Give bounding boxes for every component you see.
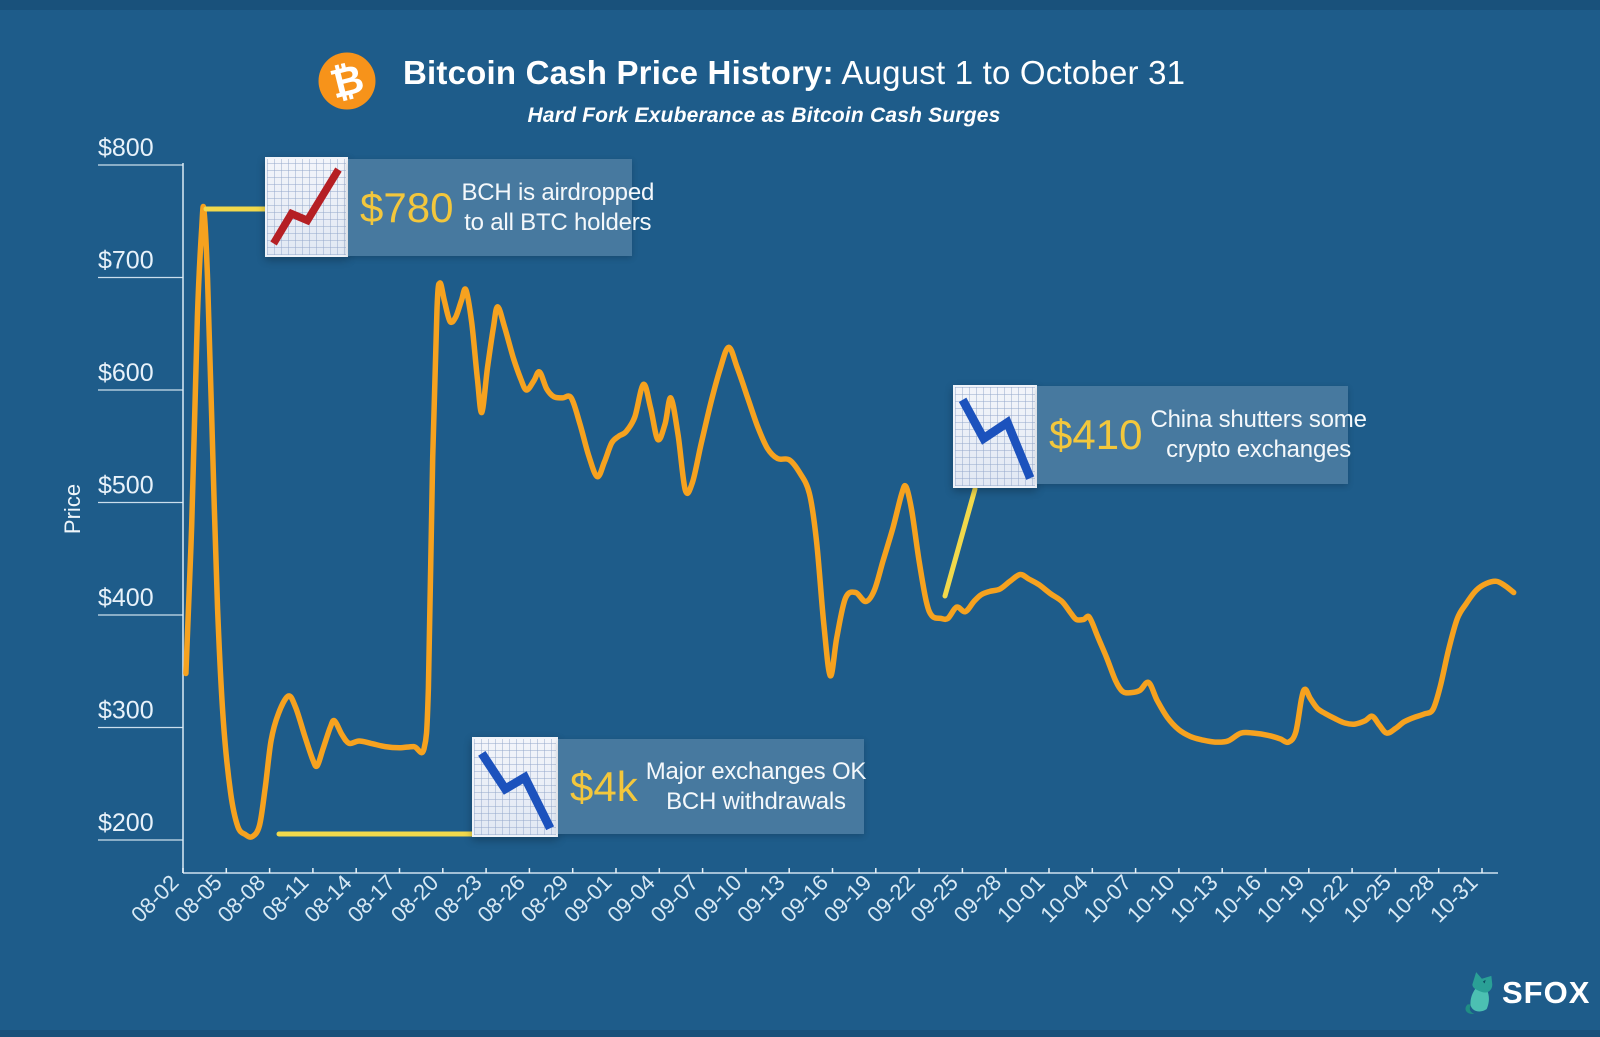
x-tick-label: 10-22	[1295, 870, 1352, 927]
downtrend-chart-icon	[953, 385, 1037, 488]
x-tick-label: 09-16	[776, 870, 833, 927]
x-tick-label: 08-08	[213, 870, 270, 927]
annotation-price: $780	[360, 183, 454, 231]
page-title-main: Bitcoin Cash Price History:	[403, 54, 834, 91]
page-subtitle: Hard Fork Exuberance as Bitcoin Cash Sur…	[527, 104, 1001, 127]
x-tick-label: 09-13	[732, 870, 789, 927]
annotation-china: $410 China shutters some crypto exchange…	[953, 385, 1367, 488]
annotation-panel: $780 BCH is airdropped to all BTC holder…	[348, 159, 654, 256]
x-tick-label: 10-10	[1122, 870, 1179, 927]
x-tick-label: 09-25	[905, 870, 962, 927]
annotation-price: $4k	[570, 762, 638, 810]
annotation-caption: Major exchanges OK BCH withdrawals	[645, 757, 867, 815]
annotation-airdrop: $780 BCH is airdropped to all BTC holder…	[265, 157, 654, 257]
x-tick-label: 08-29	[516, 870, 573, 927]
y-tick-label: $400	[98, 584, 154, 612]
x-tick-label: 09-10	[689, 870, 746, 927]
x-tick-label: 10-04	[1035, 870, 1092, 927]
x-tick-label: 08-20	[386, 870, 443, 927]
annotation-price: $410	[1049, 411, 1143, 458]
annotation-caption: China shutters some crypto exchanges	[1150, 406, 1367, 463]
price-line	[183, 203, 1517, 840]
annotation-panel: $4k Major exchanges OK BCH withdrawals	[558, 739, 867, 834]
y-tick-label: $200	[98, 809, 154, 837]
annotation-caption: BCH is airdropped to all BTC holders	[461, 178, 655, 236]
x-tick-label: 10-28	[1382, 870, 1439, 927]
x-tick-label: 10-13	[1165, 870, 1222, 927]
bitcoin-icon: ₿	[318, 52, 376, 110]
y-axis-title: Price	[60, 483, 85, 535]
x-tick-label: 09-01	[559, 870, 616, 927]
y-tick-label: $800	[98, 134, 154, 162]
x-tick-label: 10-19	[1252, 870, 1309, 927]
top-border-strip	[0, 0, 1600, 10]
sfox-fox-icon	[1465, 972, 1493, 1015]
sfox-logo: SFOX	[1460, 970, 1590, 1016]
y-tick-label: $700	[98, 247, 154, 275]
x-tick-label: 08-11	[257, 870, 313, 926]
x-tick-label: 09-28	[949, 870, 1006, 927]
x-tick-label: 09-04	[602, 870, 659, 927]
annotation-panel: $410 China shutters some crypto exchange…	[1037, 386, 1367, 484]
y-tick-label: $500	[98, 472, 154, 500]
x-tick-label: 10-25	[1338, 870, 1395, 927]
x-tick-label: 08-17	[343, 870, 400, 927]
x-tick-label: 09-07	[646, 870, 703, 927]
subtitle-row: Hard Fork Exuberance as Bitcoin Cash Sur…	[35, 104, 1493, 128]
x-tick-label: 08-02	[126, 870, 183, 927]
x-tick-label: 08-23	[429, 870, 486, 927]
x-tick-label: 10-01	[992, 870, 1049, 927]
bottom-border-strip	[0, 1030, 1600, 1037]
x-tick-label: 08-05	[169, 870, 226, 927]
x-tick-label: 10-16	[1209, 870, 1266, 927]
page-title: Bitcoin Cash Price History: August 1 to …	[403, 54, 1185, 92]
x-tick-label: 10-31	[1425, 870, 1482, 927]
x-tick-label: 09-22	[862, 870, 919, 927]
y-tick-label: $600	[98, 359, 154, 387]
x-tick-label: 10-07	[1079, 870, 1136, 927]
y-tick-label: $300	[98, 697, 154, 725]
x-tick-label: 08-26	[472, 870, 529, 927]
page-title-range: August 1 to October 31	[833, 54, 1186, 91]
downtrend-chart-icon	[472, 737, 558, 837]
x-tick-label: 09-19	[819, 870, 876, 927]
uptrend-chart-icon	[265, 157, 348, 257]
annotation-withdrawals: $4k Major exchanges OK BCH withdrawals	[472, 737, 867, 837]
callout-connector-line	[942, 486, 978, 599]
sfox-wordmark: SFOX	[1502, 975, 1591, 1010]
x-tick-label: 08-14	[299, 870, 356, 927]
